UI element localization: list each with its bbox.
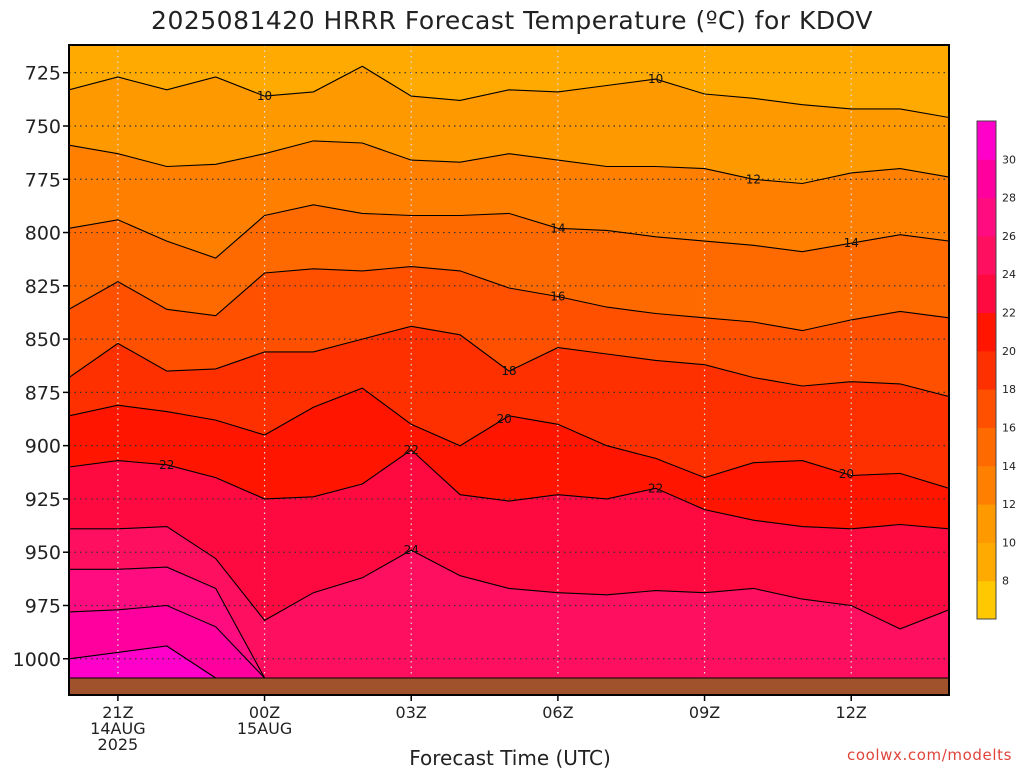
y-tick-label-800: 800: [25, 223, 61, 245]
contour-26: [69, 566, 266, 679]
y-tick-label-900: 900: [25, 436, 61, 458]
colorbar-swatch-16: [977, 389, 996, 428]
contour-label-18: 18: [501, 364, 516, 378]
contour-label-10: 10: [257, 89, 272, 103]
colorbar-label-16: 16: [1002, 421, 1016, 434]
y-tick-label-950: 950: [25, 542, 61, 564]
colorbar-swatch-20: [977, 312, 996, 352]
x-tick-label-3-1: 15AUG: [237, 719, 292, 738]
colorbar-swatch-30: [977, 121, 996, 160]
ground-fill: [69, 677, 949, 695]
y-tick-label-1000: 1000: [13, 649, 61, 671]
colorbar-swatch-26: [977, 197, 996, 237]
contour-14: [69, 204, 949, 259]
x-tick-label-0-0: 21Z: [102, 703, 133, 722]
colorbar-label-14: 14: [1002, 460, 1016, 473]
x-tick-label-0-2: 2025: [98, 735, 139, 754]
chart-title: 2025081420 HRRR Forecast Temperature (ºC…: [151, 6, 873, 35]
contour-label-24: 24: [404, 543, 419, 557]
contour-12: [69, 140, 949, 185]
credit-text: coolwx.com/modelts: [847, 746, 1012, 764]
colorbar-label-24: 24: [1002, 268, 1016, 281]
colorbar-label-28: 28: [1002, 192, 1016, 205]
x-tick-label-15-0: 12Z: [836, 703, 867, 722]
contour-label-16: 16: [550, 289, 565, 303]
colorbar-swatch-28: [977, 159, 996, 199]
contour-16: [69, 266, 949, 332]
plot-frame: [68, 44, 950, 696]
grid-lines: [69, 45, 949, 695]
temperature-bands: [69, 45, 949, 695]
contour-lines: [69, 65, 949, 679]
contour-label-14: 14: [844, 236, 859, 250]
contour-label-22: 22: [648, 481, 663, 495]
colorbar-swatch-12: [977, 465, 996, 505]
contour-labels: 10 10 12 14 14 16 18 20 20 22 22 22 24: [159, 72, 859, 557]
colorbar-label-18: 18: [1002, 383, 1016, 396]
band-above-24: [69, 526, 949, 695]
ground-layer: [69, 677, 949, 695]
colorbar-swatch-24: [977, 235, 996, 275]
colorbar-label-22: 22: [1002, 307, 1016, 320]
y-tick-label-975: 975: [25, 595, 61, 617]
colorbar-swatch-10: [977, 504, 996, 543]
contour-22: [69, 449, 949, 530]
colorbar-label-10: 10: [1002, 536, 1016, 549]
x-tick-label-3-0: 00Z: [249, 703, 280, 722]
contour-20: [69, 387, 949, 489]
y-tick-label-875: 875: [25, 382, 61, 404]
x-tick-label-6-0: 03Z: [396, 703, 427, 722]
contour-label-10: 10: [648, 72, 663, 86]
contour-label-20: 20: [839, 467, 854, 481]
contour-10: [69, 65, 949, 119]
contour-28: [69, 604, 265, 679]
contour-label-20: 20: [496, 412, 511, 426]
y-tick-label-825: 825: [25, 276, 61, 298]
colorbar: 8 10 12 14 16 18 20 22 24 26 28 30: [976, 120, 1016, 620]
contour-18: [69, 325, 949, 398]
colorbar-swatch-22: [977, 274, 996, 314]
y-tick-label-750: 750: [25, 116, 61, 138]
y-tick-label-725: 725: [25, 63, 61, 85]
y-tick-label-850: 850: [25, 329, 61, 351]
contour-label-14: 14: [550, 221, 565, 235]
y-axis: 725 750 775 800 825 850 875 900 925 950 975 1000: [13, 63, 69, 671]
contour-label-12: 12: [746, 172, 761, 186]
x-axis-title: Forecast Time (UTC): [409, 746, 611, 768]
colorbar-label-30: 30: [1002, 153, 1016, 166]
contour-24: [69, 526, 949, 630]
colorbar-label-8: 8: [1002, 575, 1009, 588]
x-tick-label-0-1: 14AUG: [90, 719, 145, 738]
colorbar-label-26: 26: [1002, 230, 1016, 243]
x-tick-label-12-0: 09Z: [689, 703, 720, 722]
colorbar-swatch-14: [977, 427, 996, 467]
contour-label-22: 22: [159, 458, 174, 472]
colorbar-swatch-8: [977, 542, 996, 582]
colorbar-swatch-6: [977, 580, 996, 620]
colorbar-label-20: 20: [1002, 345, 1016, 358]
colorbar-swatch-18: [977, 350, 996, 390]
y-tick-label-925: 925: [25, 489, 61, 511]
y-tick-label-775: 775: [25, 169, 61, 191]
x-tick-label-9-0: 06Z: [542, 703, 573, 722]
contour-30: [69, 645, 217, 679]
colorbar-label-12: 12: [1002, 498, 1016, 511]
colorbar-frame: [976, 120, 997, 620]
contour-label-22: 22: [404, 443, 419, 457]
